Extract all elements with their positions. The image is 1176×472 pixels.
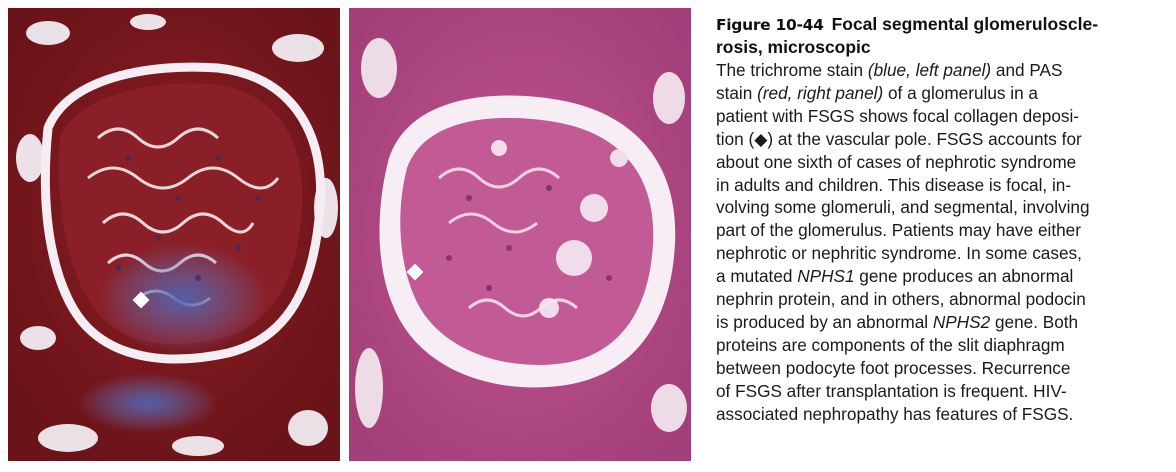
figure-title-line-1: Focal segmental glomeruloscle-	[831, 14, 1099, 34]
caption-line: stain (red, right panel) of a glomerulus…	[716, 82, 1168, 105]
trichrome-micrograph-left	[8, 8, 340, 461]
caption-italic-text: NPHS2	[932, 311, 991, 332]
caption-text: tion (◆) at the vascular pole. FSGS acco…	[716, 128, 1082, 149]
caption-line: part of the glomerulus. Patients may hav…	[716, 219, 1168, 242]
caption-text: nephrotic or nephritic syndrome. In some…	[716, 243, 1082, 264]
caption-line: The trichrome stain (blue, left panel) a…	[716, 59, 1168, 82]
caption-line: associated nephropathy has features of F…	[716, 403, 1168, 426]
caption-italic-text: (blue, left panel)	[867, 60, 992, 80]
caption-line: proteins are components of the slit diap…	[716, 334, 1168, 357]
caption-line: tion (◆) at the vascular pole. FSGS acco…	[716, 128, 1168, 151]
caption-text: in adults and children. This disease is …	[716, 174, 1072, 195]
caption-text: nephrin protein, and in others, abnormal…	[716, 289, 1086, 310]
caption-line: in adults and children. This disease is …	[716, 174, 1168, 197]
caption-body: The trichrome stain (blue, left panel) a…	[716, 59, 1168, 426]
figure-number: Figure 10-44	[716, 16, 824, 34]
caption-text: of FSGS after transplantation is frequen…	[716, 380, 1067, 401]
figure-title-line-2: rosis, microscopic	[716, 37, 871, 57]
caption-text: associated nephropathy has features of F…	[716, 403, 1074, 424]
caption-text: part of the glomerulus. Patients may hav…	[716, 220, 1081, 241]
caption-text: a mutated	[716, 266, 798, 287]
caption-text: patient with FSGS shows focal collagen d…	[716, 105, 1080, 126]
caption-italic-text: NPHS1	[797, 266, 855, 287]
figure-title: Figure 10-44 Focal segmental glomeruloscl…	[716, 13, 1168, 58]
caption-line: is produced by an abnormal NPHS2 gene. B…	[716, 311, 1168, 334]
caption-line: of FSGS after transplantation is frequen…	[716, 380, 1168, 403]
caption-text: is produced by an abnormal	[716, 311, 933, 332]
caption-line: between podocyte foot processes. Recurre…	[716, 357, 1168, 380]
pas-micrograph-right	[349, 8, 691, 461]
caption-text: about one sixth of cases of nephrotic sy…	[716, 151, 1077, 172]
trichrome-image	[8, 8, 340, 461]
figure-caption: Figure 10-44 Focal segmental glomeruloscl…	[716, 13, 1168, 426]
caption-line: nephrotic or nephritic syndrome. In some…	[716, 242, 1168, 265]
caption-text: between podocyte foot processes. Recurre…	[716, 357, 1071, 378]
caption-text: volving some glomeruli, and segmental, i…	[716, 197, 1090, 218]
caption-text: of a glomerulus in a	[883, 82, 1038, 103]
caption-line: patient with FSGS shows focal collagen d…	[716, 105, 1168, 128]
caption-text: The trichrome stain	[716, 60, 868, 80]
caption-text: and PAS	[991, 60, 1063, 80]
caption-text: gene. Both	[990, 311, 1079, 332]
caption-text: proteins are components of the slit diap…	[716, 334, 1065, 355]
caption-text: gene produces an abnormal	[854, 266, 1074, 287]
caption-line: volving some glomeruli, and segmental, i…	[716, 196, 1168, 219]
pas-image	[349, 8, 691, 461]
caption-line: a mutated NPHS1 gene produces an abnorma…	[716, 265, 1168, 288]
caption-italic-text: (red, right panel)	[757, 82, 884, 103]
caption-line: nephrin protein, and in others, abnormal…	[716, 288, 1168, 311]
caption-text: stain	[716, 82, 758, 103]
caption-line: about one sixth of cases of nephrotic sy…	[716, 151, 1168, 174]
